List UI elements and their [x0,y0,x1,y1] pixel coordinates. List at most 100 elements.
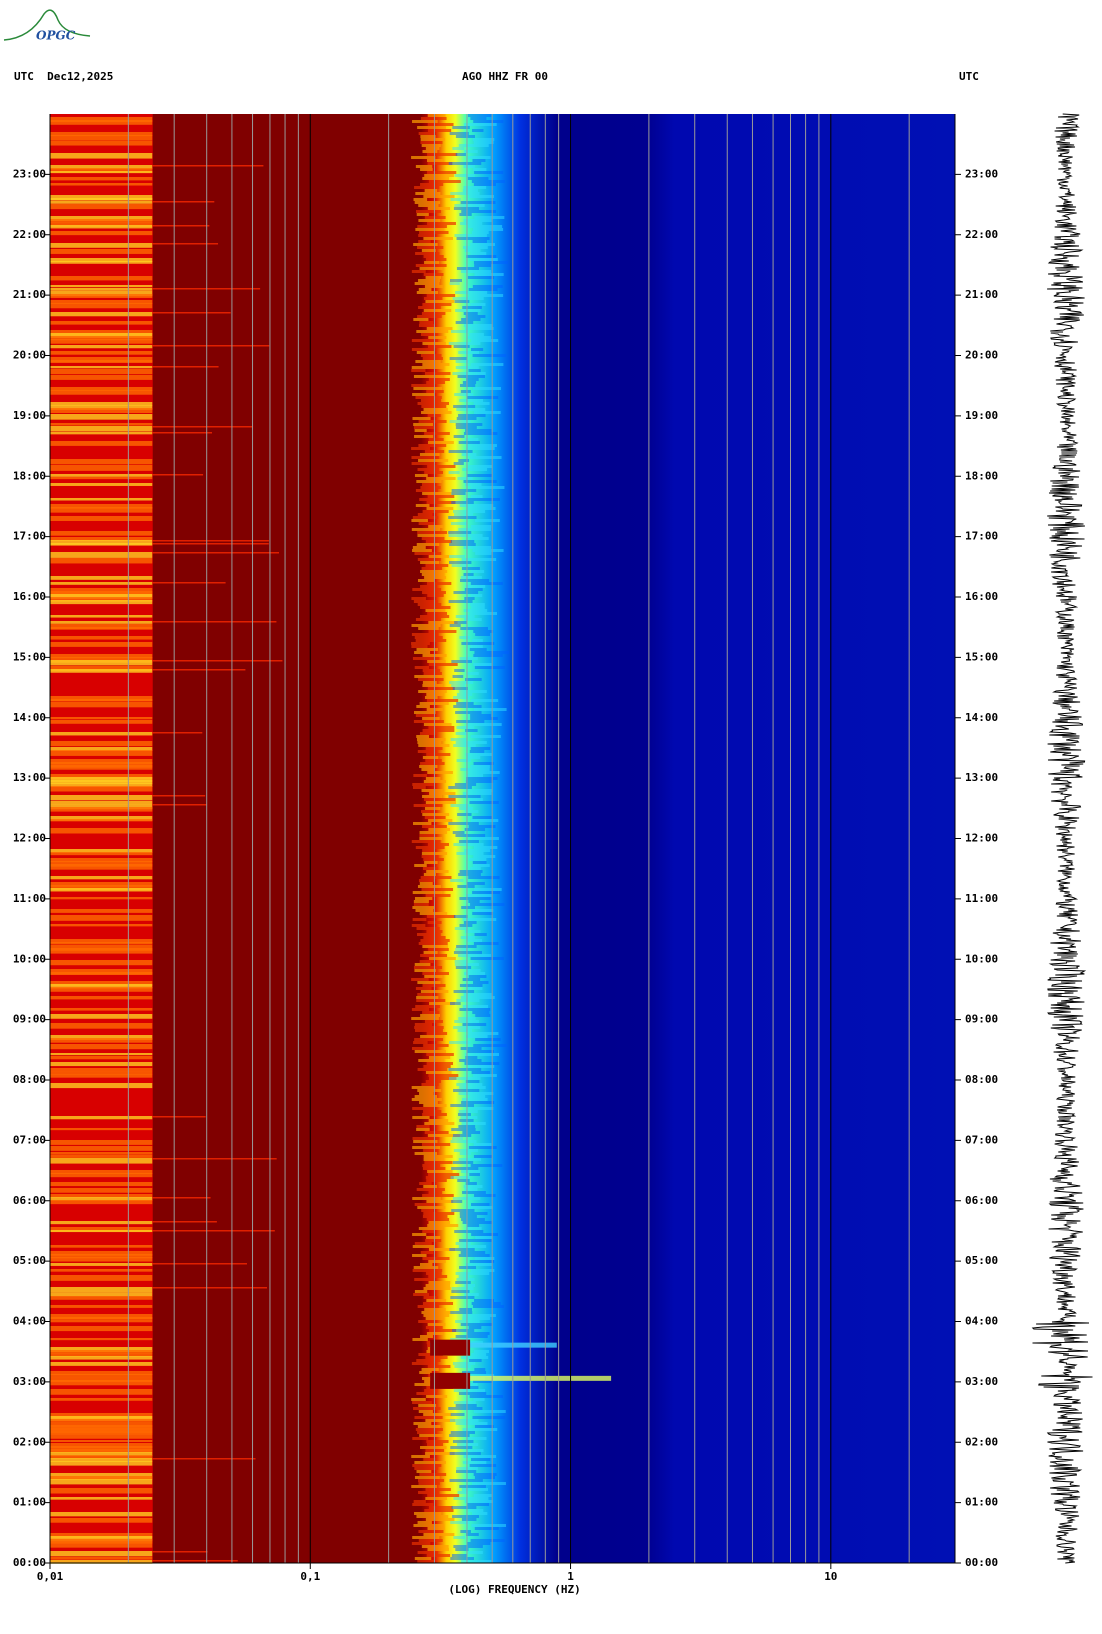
texture [50,984,153,989]
texture [50,426,153,432]
texture [50,1071,153,1075]
texture [461,642,495,645]
texture [423,1314,450,1317]
texture [50,669,153,673]
texture [413,774,427,777]
texture [50,1422,153,1428]
texture [455,1548,469,1551]
texture [427,1323,446,1326]
texture [461,453,477,456]
texture [460,1047,482,1050]
texture [414,651,431,654]
texture [50,591,153,597]
texture [152,1116,206,1118]
texture [462,1386,479,1389]
texture [470,1206,493,1209]
texture [425,564,449,567]
texture [413,426,435,429]
texture [453,1497,489,1500]
texture [470,1203,490,1206]
texture [413,720,444,723]
texture [50,1326,153,1332]
texture [50,1035,153,1040]
texture [449,543,476,546]
texture [467,1050,494,1053]
texture [473,654,503,657]
texture [473,141,494,144]
texture [468,975,487,978]
texture [428,525,444,528]
texture [416,1125,430,1128]
texture [465,780,494,783]
texture [471,606,485,609]
texture [419,1182,432,1185]
texture [462,189,478,192]
texture [449,132,469,135]
texture [152,474,204,476]
texture [50,987,153,992]
y-tick-label: 07:00 [13,1133,46,1146]
texture [417,126,446,129]
texture [428,828,450,831]
y-tick-label: 10:00 [13,952,46,965]
texture [427,1548,449,1551]
texture [428,663,458,666]
texture [50,594,153,599]
texture [466,474,492,477]
texture [449,1434,470,1437]
texture [50,558,153,564]
texture [422,795,443,798]
texture [465,678,482,681]
texture [428,336,447,339]
texture [416,1128,430,1131]
texture [50,498,153,501]
texture [454,300,470,303]
texture [473,909,494,912]
texture [455,615,475,618]
texture [463,609,488,612]
texture [426,327,453,330]
texture [474,1368,486,1371]
y-tick-label: 20:00 [13,349,46,362]
texture [414,897,433,900]
texture [453,1401,476,1404]
texture [460,222,483,225]
texture [50,1362,153,1366]
texture [466,396,499,399]
texture [470,717,498,720]
texture [463,165,475,168]
texture [470,747,491,750]
texture [475,633,490,636]
texture [412,1269,443,1272]
texture [450,1176,470,1179]
texture [152,426,253,428]
texture [411,339,438,342]
texture [457,885,475,888]
texture [463,573,474,576]
texture [50,459,153,465]
texture [423,297,443,300]
texture [423,1296,438,1299]
texture [412,393,435,396]
texture [415,360,441,363]
texture [417,558,441,561]
texture [50,1170,153,1174]
texture [455,834,486,837]
texture [428,1281,451,1284]
texture [417,741,442,744]
texture [472,1305,505,1308]
texture [426,1272,442,1275]
texture [463,432,498,435]
texture [50,360,153,363]
texture [455,1335,488,1338]
texture [427,771,453,774]
texture [418,288,432,291]
texture [474,216,505,219]
texture [50,1425,153,1431]
texture [462,1023,487,1026]
texture [470,252,487,255]
texture [457,1029,473,1032]
texture [50,249,153,254]
texture [467,276,495,279]
texture [414,1038,444,1041]
